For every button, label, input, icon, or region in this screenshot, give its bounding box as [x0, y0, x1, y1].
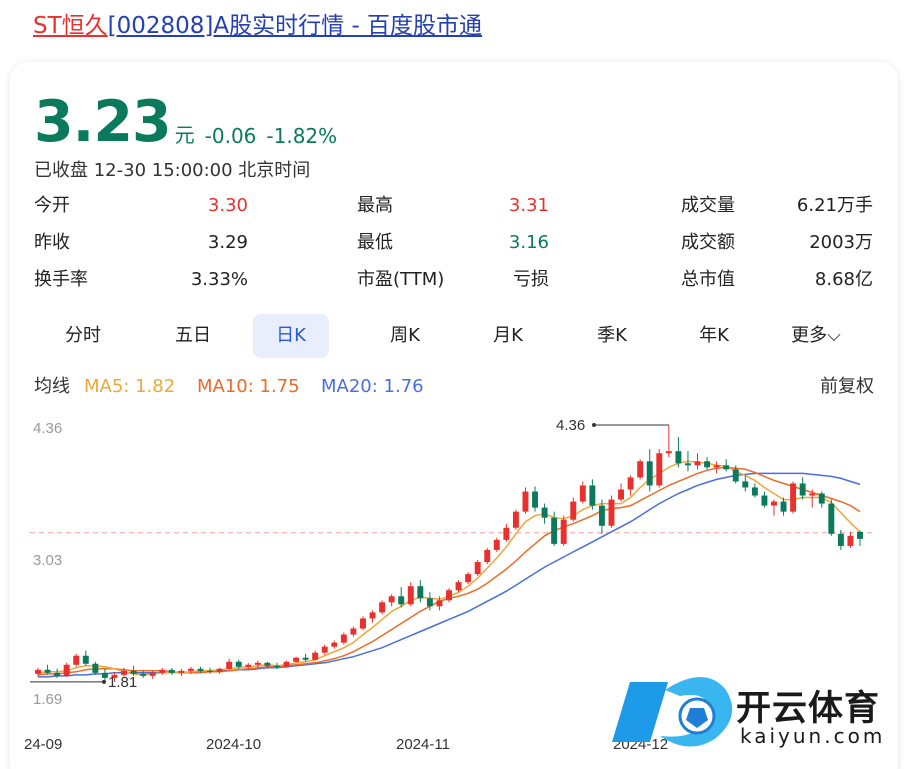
stat-label: 最高 — [357, 195, 393, 216]
tab-weekly-k[interactable]: 周K — [390, 325, 420, 346]
page-title[interactable]: ST恒久[002808]A股实时行情 - 百度股市通 — [33, 10, 482, 42]
price-unit: 元 — [174, 123, 195, 147]
period-tabs: 分时 五日 日K 周K 月K 季K 年K 更多⌵ — [24, 314, 884, 360]
current-price: 3.23 — [34, 89, 172, 155]
stat-value: 3.33% — [190, 269, 248, 290]
price-change-pct: -1.82% — [266, 124, 338, 148]
stat-label: 市盈(TTM) — [357, 269, 445, 290]
tab-yearly-k[interactable]: 年K — [699, 325, 729, 346]
ma5-value: MA5: 1.82 — [84, 376, 176, 397]
stat-label: 成交额 — [681, 232, 735, 253]
stat-row: 今开 3.30 最高 3.31 成交量 6.21万手 — [34, 194, 874, 231]
price-change: -0.06 — [204, 124, 257, 148]
stat-label: 最低 — [357, 232, 393, 253]
adjust-selector[interactable]: 前复权 — [820, 376, 874, 397]
stats-grid: 今开 3.30 最高 3.31 成交量 6.21万手 昨收 3.29 最低 3.… — [34, 194, 874, 305]
ma-label: 均线 — [34, 376, 70, 397]
stat-value: 3.29 — [207, 232, 248, 253]
stat-value: 3.16 — [508, 232, 549, 253]
stat-label: 今开 — [34, 195, 70, 216]
ma10-value: MA10: 1.75 — [197, 376, 300, 397]
stat-label: 成交量 — [681, 195, 735, 216]
ma-legend: 均线 MA5: 1.82 MA10: 1.75 MA20: 1.76 前复权 — [34, 374, 874, 400]
watermark-sub: kaiyun.com — [740, 724, 886, 748]
stat-row: 换手率 3.33% 市盈(TTM) 亏损 总市值 8.68亿 — [34, 268, 874, 305]
market-status: 已收盘 12-30 15:00:00 北京时间 — [34, 160, 311, 181]
stat-row: 昨收 3.29 最低 3.16 成交额 2003万 — [34, 231, 874, 268]
price-row: 3.23 元 -0.06 -1.82% — [34, 84, 337, 154]
watermark-text: 开云体育 — [736, 689, 881, 729]
stat-label: 总市值 — [681, 269, 735, 290]
stat-value: 3.30 — [207, 195, 248, 216]
stat-value: 8.68亿 — [814, 269, 873, 290]
page-title-link[interactable]: [002808]A股实时行情 - 百度股市通 — [107, 13, 483, 39]
tab-daily-k[interactable]: 日K — [253, 314, 329, 358]
tab-monthly-k[interactable]: 月K — [493, 325, 523, 346]
tab-more[interactable]: 更多⌵ — [791, 325, 841, 346]
stat-value: 3.31 — [508, 195, 549, 216]
stock-name-link[interactable]: ST恒久 — [33, 13, 108, 39]
stat-label: 昨收 — [34, 232, 70, 253]
stat-value: 6.21万手 — [796, 195, 873, 216]
stat-value: 2003万 — [809, 232, 873, 253]
tab-intraday[interactable]: 分时 — [65, 325, 101, 346]
ma20-value: MA20: 1.76 — [321, 376, 424, 397]
tab-five-day[interactable]: 五日 — [175, 325, 211, 346]
stat-label: 换手率 — [34, 269, 88, 290]
tab-quarterly-k[interactable]: 季K — [597, 325, 627, 346]
quote-card: 3.23 元 -0.06 -1.82% 已收盘 12-30 15:00:00 北… — [10, 62, 898, 769]
stat-value: 亏损 — [513, 269, 549, 290]
